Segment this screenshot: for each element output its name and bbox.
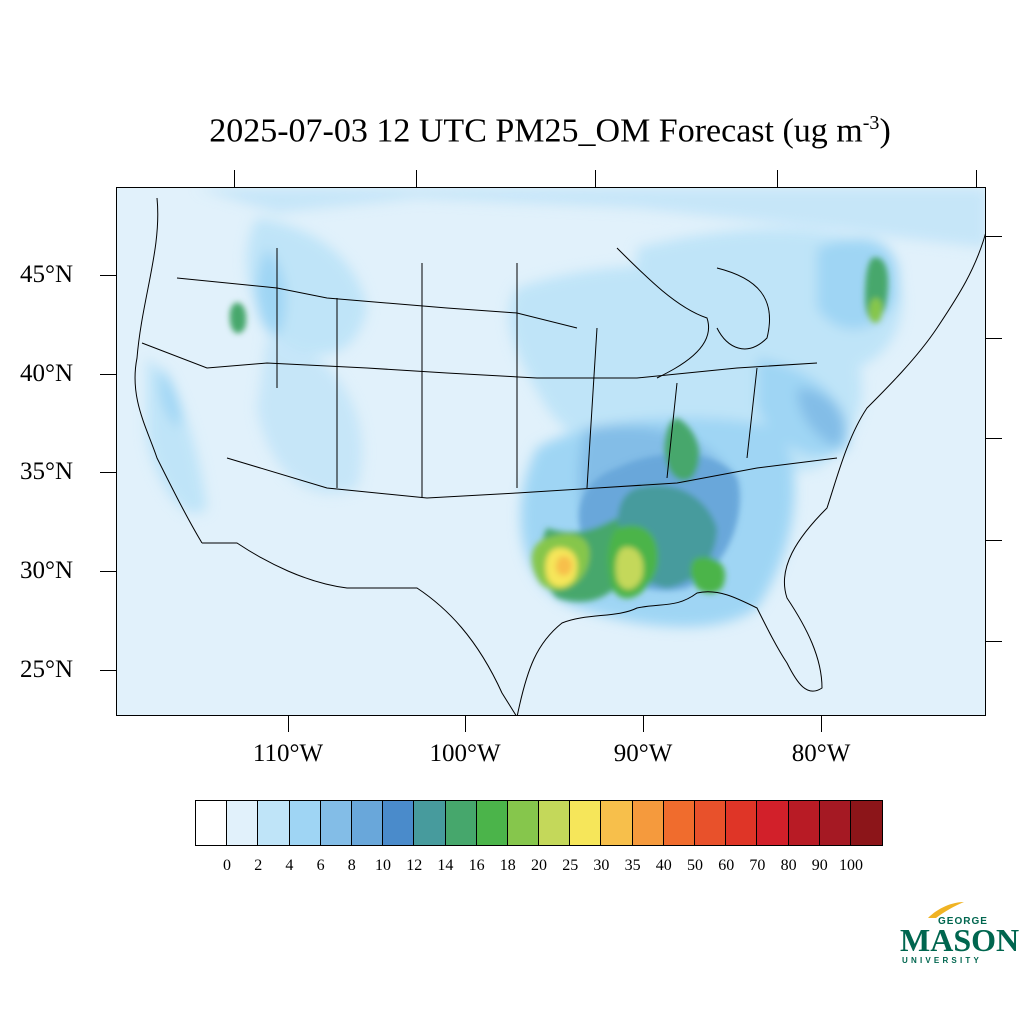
colorbar-swatch [476, 801, 508, 845]
colorbar-swatch [258, 801, 290, 845]
lon-label-90w: 90°W [613, 740, 673, 767]
logo-mason: MASON [900, 922, 1020, 958]
bottom-tick [821, 716, 822, 732]
colorbar-tick-label: 60 [718, 857, 735, 874]
bottom-tick [288, 716, 289, 732]
right-tick [986, 338, 1002, 339]
colorbar-swatch [819, 801, 851, 845]
colorbar-swatch [539, 801, 571, 845]
colorbar-tick-label: 25 [562, 857, 579, 874]
colorbar-swatch [351, 801, 384, 845]
map-canvas [117, 188, 985, 715]
lat-label-40n: 40°N [20, 360, 74, 387]
left-tick [100, 275, 116, 276]
colorbar-swatch [726, 801, 758, 845]
bottom-tick [465, 716, 466, 732]
colorbar-tick-label: 14 [437, 857, 454, 874]
top-tick [595, 170, 596, 187]
lat-label-45n: 45°N [20, 261, 74, 288]
colorbar-swatch [663, 801, 695, 845]
logo-george: GEORGE [938, 916, 988, 927]
top-tick [416, 170, 417, 187]
logo-swoosh-icon [928, 902, 964, 918]
colorbar-swatch [632, 801, 664, 845]
colorbar-swatch [227, 801, 259, 845]
colorbar-swatch [289, 801, 321, 845]
colorbar-swatch [507, 801, 540, 845]
coastlines [134, 197, 985, 715]
university-logo: GEORGE MASON UNIVERSITY [898, 900, 1019, 970]
colorbar-swatch [850, 801, 883, 845]
map-title: 2025-07-03 12 UTC PM25_OM Forecast (ug m… [0, 112, 1024, 150]
colorbar-tick-label: 6 [316, 857, 325, 874]
forecast-map[interactable] [116, 187, 986, 716]
lat-label-35n: 35°N [20, 458, 74, 485]
colorbar-swatch [570, 801, 602, 845]
colorbar-tick-label: 0 [223, 857, 231, 874]
title-unit-exponent: -3 [862, 112, 880, 134]
top-tick [234, 170, 235, 187]
colorbar-tick-label: 2 [254, 857, 263, 874]
right-tick [986, 236, 1002, 237]
logo-university: UNIVERSITY [902, 956, 983, 965]
right-tick [986, 540, 1002, 541]
colorbar-swatch [601, 801, 633, 845]
left-tick [100, 670, 116, 671]
bottom-tick [643, 716, 644, 732]
colorbar-tick-label: 10 [375, 857, 391, 874]
colorbar-swatch [196, 801, 228, 845]
hotspot-field [229, 257, 889, 602]
colorbar-tick-label: 90 [811, 857, 828, 874]
title-close: ) [879, 112, 891, 150]
colorbar-tick-label: 4 [285, 857, 294, 874]
colorbar-tick-label: 20 [531, 857, 547, 874]
colorbar-swatch [320, 801, 352, 845]
colorbar-tick-label: 50 [687, 857, 703, 874]
colorbar-tick-label: 12 [406, 857, 423, 874]
left-tick [100, 374, 116, 375]
colorbar-tick-label: 30 [593, 857, 610, 874]
colorbar-swatch [445, 801, 477, 845]
colorbar-tick-label: 16 [468, 857, 485, 874]
left-tick [100, 571, 116, 572]
colorbar [195, 800, 884, 846]
lon-label-110w: 110°W [252, 740, 324, 767]
colorbar-tick-label: 70 [749, 857, 766, 874]
colorbar-tick-label: 18 [499, 857, 516, 874]
top-tick [777, 170, 778, 187]
lon-label-100w: 100°W [429, 740, 501, 767]
colorbar-swatch [414, 801, 446, 845]
right-tick [986, 438, 1002, 439]
lat-label-25n: 25°N [20, 656, 74, 683]
colorbar-swatch [757, 801, 789, 845]
colorbar-tick-label: 100 [839, 857, 863, 874]
title-text: 2025-07-03 12 UTC PM25_OM Forecast (ug m [209, 112, 863, 150]
colorbar-swatch [383, 801, 415, 845]
top-tick [976, 170, 977, 187]
lon-label-80w: 80°W [791, 740, 851, 767]
colorbar-swatch [695, 801, 727, 845]
colorbar-tick-label: 8 [347, 857, 356, 874]
colorbar-swatch [788, 801, 820, 845]
colorbar-tick-label: 35 [624, 857, 641, 874]
right-tick [986, 641, 1002, 642]
left-tick [100, 472, 116, 473]
colorbar-tick-label: 80 [780, 857, 797, 874]
lat-label-30n: 30°N [20, 557, 74, 584]
colorbar-tick-label: 40 [655, 857, 672, 874]
